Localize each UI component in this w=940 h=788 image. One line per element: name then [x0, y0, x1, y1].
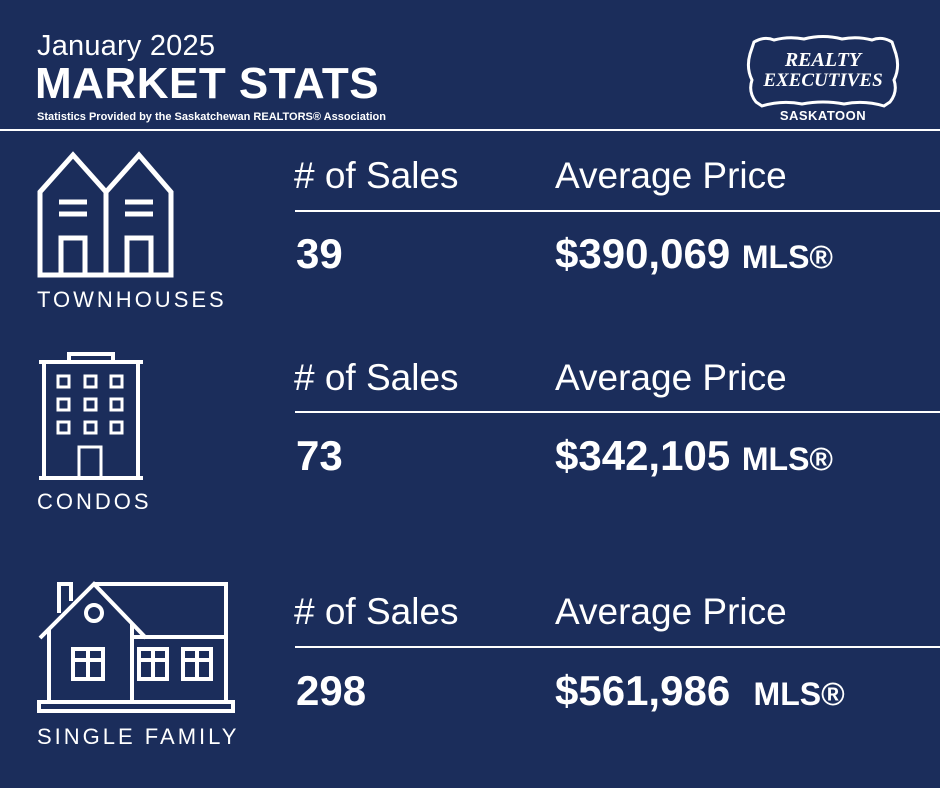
single-family-house-icon: [37, 581, 235, 713]
sales-header-condos: # of Sales: [294, 357, 459, 398]
price-value-single-family: $561,986 MLS®: [555, 667, 845, 715]
row-divider-townhouses: [295, 210, 940, 212]
report-month: January 2025: [37, 30, 216, 62]
row-divider-single-family: [295, 646, 940, 648]
category-label-townhouses: TOWNHOUSES: [37, 287, 227, 312]
sales-header-townhouses: # of Sales: [294, 155, 459, 196]
townhouse-icon: [37, 151, 174, 278]
price-header-condos: Average Price: [555, 357, 787, 398]
price-value-condos: $342,105 MLS®: [555, 432, 833, 480]
category-label-single-family: SINGLE FAMILY: [37, 724, 240, 749]
sales-value-condos: 73: [296, 432, 343, 479]
logo-caption: SASKATOON: [779, 108, 867, 123]
logo-line1: REALTY: [784, 49, 863, 71]
logo-line2: EXECUTIVES: [762, 70, 882, 91]
row-divider-condos: [295, 411, 940, 413]
price-header-single-family: Average Price: [555, 591, 787, 632]
realty-executives-logo: REALTY EXECUTIVES: [746, 35, 900, 108]
price-amount: $342,105: [555, 432, 731, 479]
mls-mark: MLS®: [753, 676, 845, 712]
condo-building-icon: [39, 352, 143, 480]
sales-value-townhouses: 39: [296, 230, 343, 277]
price-amount: $561,986: [555, 667, 742, 714]
header-divider: [0, 129, 940, 131]
sales-header-single-family: # of Sales: [294, 591, 459, 632]
price-header-townhouses: Average Price: [555, 155, 787, 196]
category-label-condos: CONDOS: [37, 489, 152, 514]
price-value-townhouses: $390,069 MLS®: [555, 230, 833, 278]
mls-mark: MLS®: [741, 441, 833, 477]
sales-value-single-family: 298: [296, 667, 367, 714]
mls-mark: MLS®: [741, 239, 833, 275]
page-title: MARKET STATS: [35, 59, 380, 108]
source-note: Statistics Provided by the Saskatchewan …: [37, 111, 386, 123]
price-amount: $390,069: [555, 230, 731, 277]
